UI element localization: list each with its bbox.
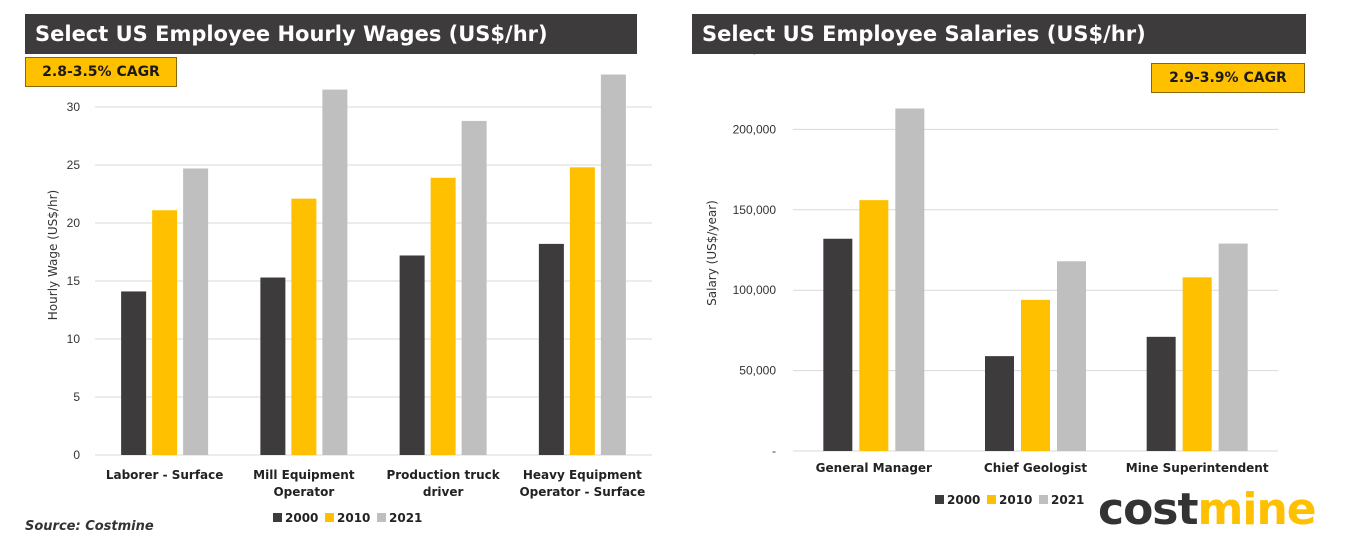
hourly-bar-2000 <box>121 291 147 455</box>
costmine-logo: costmine <box>1098 484 1317 536</box>
hourly-bar-2000 <box>399 255 425 455</box>
hourly-y-tick-label: 10 <box>67 332 81 346</box>
salary-y-tick-label: 150,000 <box>733 203 777 217</box>
salary-y-tick-label: 50,000 <box>739 364 776 378</box>
hourly-y-tick-label: 0 <box>73 448 80 462</box>
hourly-y-tick-label: 20 <box>67 216 81 230</box>
salary-category-label: Chief Geologist <box>984 461 1087 475</box>
hourly-bar-2000 <box>260 277 286 455</box>
hourly-bar-2021 <box>600 74 626 456</box>
salary-legend-label: 2021 <box>1051 493 1084 507</box>
hourly-category-label: driver <box>423 485 464 499</box>
salary-bar-2010 <box>1021 299 1050 451</box>
source-note: Source: Costmine <box>25 519 154 534</box>
salary-y-tick-label: - <box>772 444 776 458</box>
salary-legend-swatch <box>987 495 996 504</box>
salaries-cagr-badge: 2.9-3.9% CAGR <box>1151 63 1305 93</box>
hourly-bar-2021 <box>183 168 209 456</box>
logo-text-mine: mine <box>1197 484 1317 535</box>
salary-legend-swatch <box>935 495 944 504</box>
hourly-bar-2010 <box>430 177 456 455</box>
salary-bar-2000 <box>985 356 1014 451</box>
hourly-legend-swatch <box>325 513 334 522</box>
hourly-y-axis-label: Hourly Wage (US$/hr) <box>46 190 60 320</box>
salaries-chart-title: Select US Employee Salaries (US$/hr) <box>692 14 1306 54</box>
hourly-bar-2021 <box>322 89 348 455</box>
logo-text-cost: cost <box>1098 484 1199 535</box>
salary-legend-label: 2000 <box>947 493 980 507</box>
salary-y-tick-label: 200,000 <box>733 122 777 136</box>
hourly-category-label: Operator <box>273 485 334 499</box>
hourly-wages-cagr-badge: 2.8-3.5% CAGR <box>25 57 177 87</box>
hourly-category-label: Laborer - Surface <box>106 468 224 482</box>
hourly-category-label: Operator - Surface <box>519 485 645 499</box>
hourly-y-tick-label: 30 <box>67 100 81 114</box>
salary-bar-2000 <box>823 238 853 451</box>
salary-bar-2021 <box>895 108 925 451</box>
salary-legend-swatch <box>1039 495 1048 504</box>
salary-category-label: Mine Superintendent <box>1126 461 1269 475</box>
salary-y-axis-label: Salary (US$/year) <box>705 200 719 306</box>
salary-bar-2021 <box>1218 243 1248 451</box>
hourly-bar-2010 <box>152 210 178 455</box>
hourly-bar-2010 <box>291 198 317 455</box>
hourly-bar-2000 <box>538 243 564 455</box>
hourly-category-label: Mill Equipment <box>253 468 355 482</box>
hourly-bar-2021 <box>461 120 487 456</box>
hourly-bar-2010 <box>569 167 595 455</box>
salary-y-tick-label: 100,000 <box>733 283 777 297</box>
salary-bar-2010 <box>1182 277 1212 451</box>
hourly-category-label: Heavy Equipment <box>523 468 642 482</box>
hourly-category-label: Production truck <box>386 468 500 482</box>
salary-legend-label: 2010 <box>999 493 1032 507</box>
hourly-y-tick-label: 25 <box>67 158 81 172</box>
hourly-y-tick-label: 15 <box>67 274 81 288</box>
salary-category-label: General Manager <box>816 461 932 475</box>
hourly-wages-chart-title: Select US Employee Hourly Wages (US$/hr) <box>25 14 637 54</box>
hourly-legend-label: 2000 <box>285 511 318 525</box>
hourly-legend-label: 2010 <box>337 511 370 525</box>
hourly-legend-swatch <box>273 513 282 522</box>
salary-bar-2021 <box>1057 261 1086 451</box>
hourly-legend-swatch <box>377 513 386 522</box>
hourly-legend-label: 2021 <box>389 511 422 525</box>
salary-bar-2000 <box>1146 336 1176 451</box>
hourly-y-tick-label: 5 <box>73 390 80 404</box>
salary-bar-2010 <box>859 200 889 451</box>
